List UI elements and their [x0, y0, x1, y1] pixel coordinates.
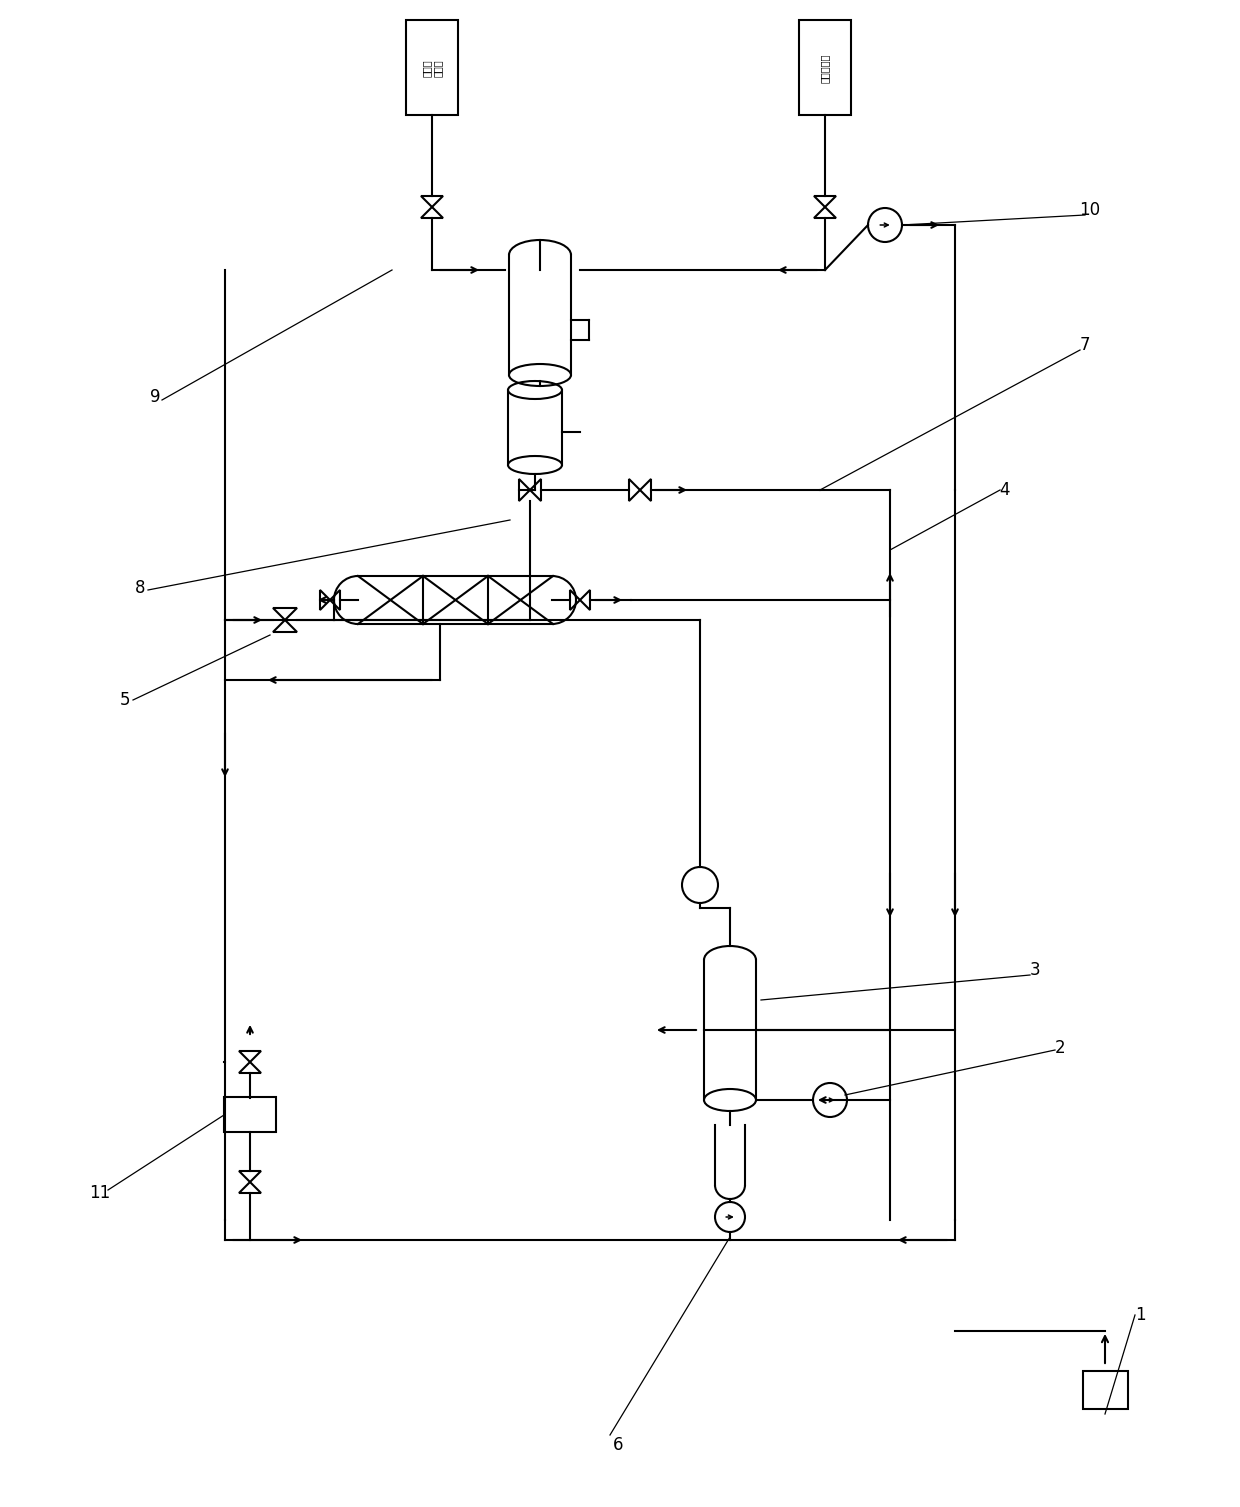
Text: 11: 11 [89, 1185, 110, 1203]
Text: 6: 6 [613, 1436, 624, 1454]
Bar [799, 20, 851, 115]
Text: 芳烃气
放空图: 芳烃气 放空图 [422, 59, 443, 77]
Text: 10: 10 [1080, 200, 1101, 219]
Text: 7: 7 [1080, 336, 1090, 354]
Text: 1: 1 [1135, 1307, 1146, 1325]
Text: 3: 3 [1029, 961, 1040, 980]
Text: 2: 2 [1055, 1038, 1065, 1056]
Text: 芳烃寄存区: 芳烃寄存区 [820, 53, 830, 83]
Text: 8: 8 [135, 579, 145, 597]
Text: 9: 9 [150, 387, 160, 405]
Bar [1083, 1371, 1128, 1409]
Text: 5: 5 [120, 692, 130, 708]
Text: 4: 4 [999, 481, 1011, 499]
Bar [224, 1097, 277, 1132]
Bar [405, 20, 458, 115]
